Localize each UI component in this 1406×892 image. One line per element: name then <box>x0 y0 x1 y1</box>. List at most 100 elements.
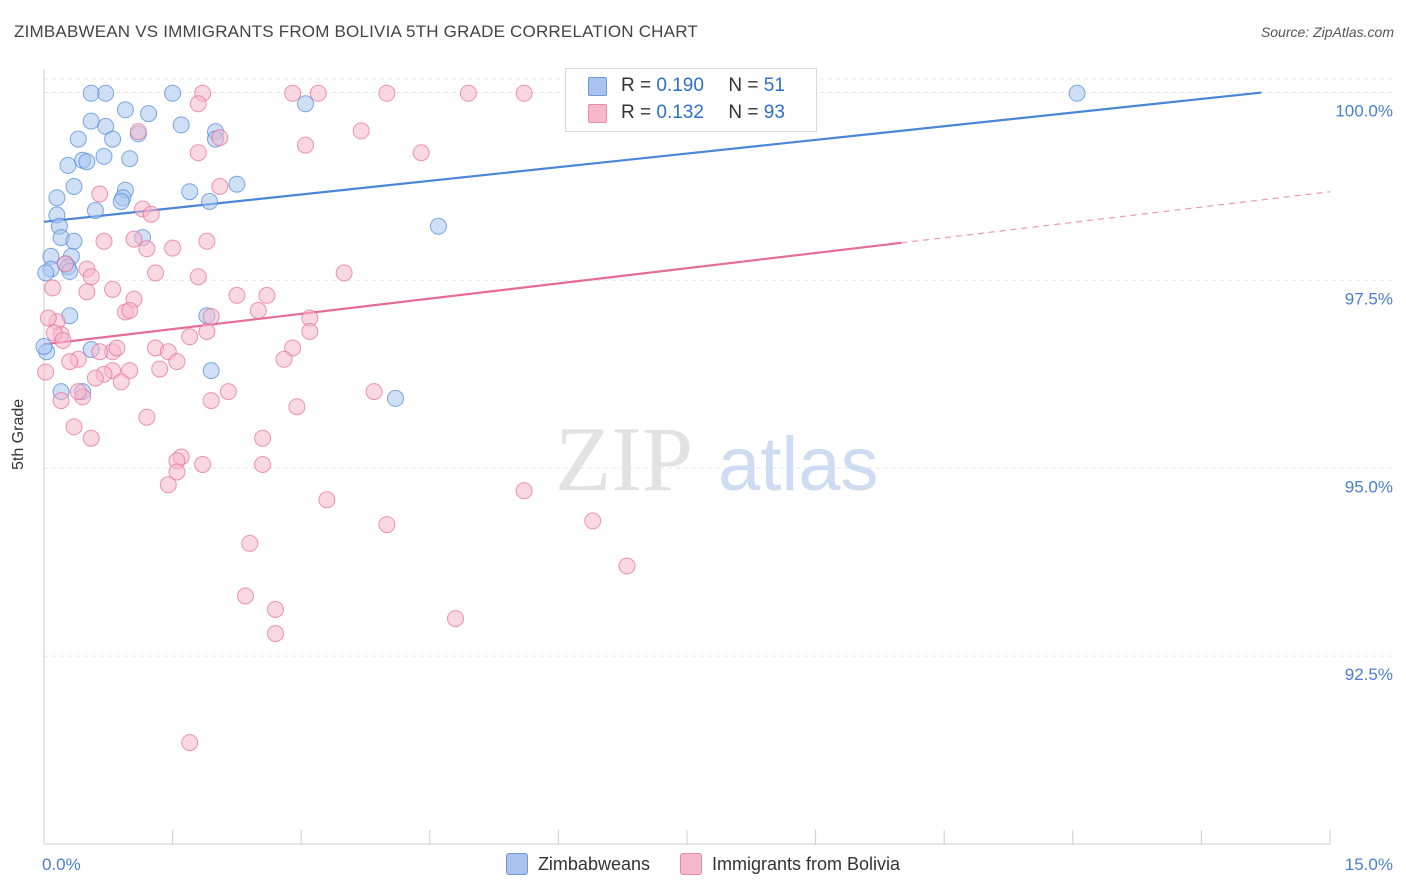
point-bolivia <box>202 392 220 410</box>
point-zimbabwean <box>65 178 83 195</box>
point-bolivia <box>138 408 156 426</box>
point-bolivia <box>56 255 74 273</box>
point-bolivia <box>52 392 70 410</box>
point-zimbabwean <box>69 130 87 148</box>
point-bolivia <box>151 360 169 378</box>
point-bolivia <box>515 482 533 500</box>
point-zimbabwean <box>59 156 77 174</box>
point-bolivia <box>82 268 100 286</box>
point-zimbabwean <box>35 338 53 355</box>
point-zimbabwean <box>297 95 314 113</box>
point-bolivia <box>352 122 370 140</box>
point-zimbabwean <box>48 189 66 207</box>
legend-row-zimbabweans: R = 0.190 N = 51 <box>588 74 785 98</box>
point-bolivia <box>211 129 229 147</box>
point-bolivia <box>108 339 126 357</box>
bottom-legend: Zimbabweans Immigrants from Bolivia <box>0 852 1406 876</box>
point-bolivia <box>412 144 430 162</box>
point-bolivia <box>459 84 477 102</box>
trend-line-bolivia-extension <box>901 191 1331 244</box>
point-zimbabwean <box>387 389 404 407</box>
point-bolivia <box>284 339 302 357</box>
point-bolivia <box>335 264 353 282</box>
legend-r-label: R = <box>621 102 652 123</box>
legend-swatch-bolivia <box>680 853 702 875</box>
watermark-atlas: atlas <box>718 422 879 507</box>
point-zimbabwean <box>82 84 100 102</box>
point-bolivia <box>297 136 314 154</box>
point-zimbabwean <box>112 193 130 210</box>
point-zimbabwean <box>104 130 122 148</box>
point-bolivia <box>249 302 267 319</box>
point-bolivia <box>194 456 212 473</box>
point-zimbabwean <box>140 105 158 123</box>
point-bolivia <box>112 373 130 391</box>
point-bolivia <box>125 230 143 248</box>
point-bolivia <box>267 601 284 618</box>
point-bolivia <box>584 512 602 530</box>
axes <box>43 70 1331 845</box>
trend-line-bolivia <box>43 241 902 346</box>
trend-line-zimbabweans <box>43 91 1262 223</box>
point-bolivia <box>164 239 182 257</box>
point-bolivia <box>65 418 83 436</box>
legend-r-label: R = <box>621 75 652 96</box>
point-zimbabwean <box>429 217 447 235</box>
point-bolivia <box>44 279 62 297</box>
point-zimbabwean <box>202 362 220 380</box>
x-tick-label: 15.0% <box>1345 855 1393 874</box>
y-tick-label: 95.0% <box>1345 477 1393 496</box>
point-zimbabwean <box>121 150 139 168</box>
point-bolivia <box>288 398 306 416</box>
point-bolivia <box>618 557 636 575</box>
point-bolivia <box>181 734 199 752</box>
point-bolivia <box>82 429 100 447</box>
y-axis-label: 5th Grade <box>10 398 27 470</box>
point-bolivia <box>254 456 272 473</box>
legend-n-value: 51 <box>763 75 785 96</box>
point-bolivia <box>318 491 336 509</box>
point-zimbabwean <box>1068 84 1086 102</box>
point-bolivia <box>254 429 272 447</box>
point-bolivia <box>91 185 109 203</box>
point-bolivia <box>138 240 156 258</box>
point-bolivia <box>198 323 216 340</box>
point-bolivia <box>189 95 207 113</box>
point-zimbabwean <box>82 112 100 130</box>
point-bolivia <box>159 476 177 494</box>
chart-title: ZIMBABWEAN VS IMMIGRANTS FROM BOLIVIA 5T… <box>14 22 698 41</box>
trend-lines <box>43 91 1331 346</box>
legend-swatch-zimbabweans <box>588 76 607 96</box>
point-bolivia <box>168 353 186 371</box>
point-bolivia <box>91 343 109 361</box>
grid-lines <box>44 78 1396 657</box>
legend-label-bolivia: Immigrants from Bolivia <box>712 853 901 874</box>
point-bolivia <box>129 123 147 141</box>
point-bolivia <box>202 308 220 325</box>
legend-item-bolivia[interactable]: Immigrants from Bolivia <box>680 852 900 876</box>
point-zimbabwean <box>201 193 218 210</box>
point-zimbabwean <box>116 101 134 119</box>
watermark: ZIP atlas <box>555 408 879 510</box>
point-bolivia <box>365 383 383 401</box>
point-bolivia <box>267 625 284 643</box>
point-bolivia <box>447 610 464 628</box>
legend-n-value: 93 <box>763 102 785 123</box>
point-bolivia <box>142 205 160 223</box>
point-zimbabwean <box>228 175 246 193</box>
point-zimbabwean <box>164 84 182 102</box>
source-credit: Source: ZipAtlas.com <box>1260 24 1394 40</box>
point-bolivia <box>301 323 319 340</box>
legend-n-label: N = <box>728 75 759 96</box>
y-tick-label: 100.0% <box>1335 102 1393 121</box>
point-zimbabwean <box>97 84 115 102</box>
point-bolivia <box>515 84 533 102</box>
legend-item-zimbabweans[interactable]: Zimbabweans <box>505 852 650 876</box>
point-zimbabwean <box>65 232 83 250</box>
point-bolivia <box>275 350 293 368</box>
tick-labels: 92.5% 95.0% 97.5% 100.0% 0.0% 15.0% <box>42 102 1393 874</box>
point-bolivia <box>86 369 104 387</box>
legend-swatch-zimbabweans <box>505 853 528 875</box>
point-bolivia <box>211 178 229 195</box>
